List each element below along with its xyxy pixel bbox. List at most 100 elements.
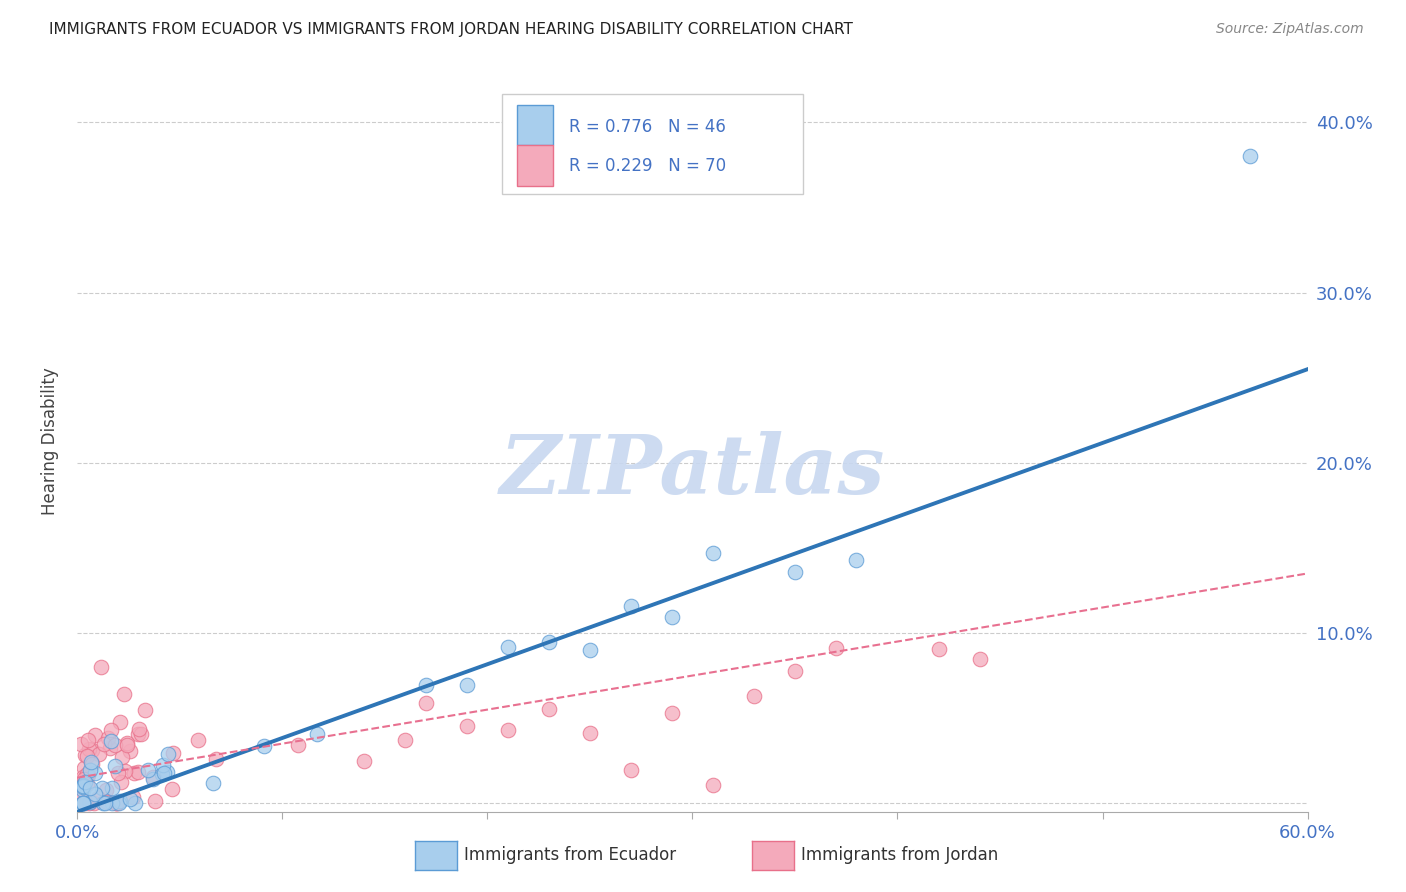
Point: [187, 732, 209, 747]
Point: [152, 758, 174, 772]
Point: [97, 731, 120, 746]
FancyBboxPatch shape: [502, 94, 803, 194]
Point: [96, 795, 118, 809]
Point: [783, 664, 806, 678]
Point: [353, 755, 375, 769]
Point: [156, 764, 179, 779]
Point: [107, 796, 129, 810]
Point: [127, 727, 149, 741]
Point: [131, 727, 153, 741]
Point: [114, 764, 136, 778]
Point: [73, 747, 96, 762]
Text: ZIPatlas: ZIPatlas: [499, 431, 886, 511]
Point: [98, 741, 121, 756]
Point: [80, 755, 103, 769]
Point: [122, 789, 145, 804]
Point: [72, 779, 94, 793]
Point: [72, 783, 94, 797]
Point: [661, 706, 683, 721]
Point: [661, 609, 683, 624]
Point: [201, 776, 224, 790]
Point: [93, 796, 115, 810]
Point: [160, 782, 183, 797]
Point: [107, 766, 129, 780]
Text: R = 0.229   N = 70: R = 0.229 N = 70: [569, 157, 727, 175]
Point: [76, 777, 98, 791]
Point: [84, 787, 107, 801]
Point: [124, 766, 146, 780]
Point: [79, 796, 101, 810]
Text: R = 0.776   N = 46: R = 0.776 N = 46: [569, 118, 727, 136]
Point: [90, 780, 112, 795]
Point: [153, 766, 176, 780]
Point: [124, 796, 146, 810]
Point: [77, 733, 100, 747]
Point: [77, 796, 100, 810]
Point: [72, 796, 94, 810]
Point: [93, 737, 115, 751]
Point: [108, 715, 131, 730]
Point: [80, 757, 103, 772]
Point: [83, 796, 105, 810]
Point: [72, 796, 94, 810]
Point: [105, 796, 128, 810]
Point: [76, 767, 98, 781]
Point: [253, 739, 276, 753]
Point: [537, 701, 560, 715]
Point: [84, 728, 107, 742]
Point: [73, 772, 96, 786]
Point: [70, 737, 93, 751]
Point: [100, 723, 122, 738]
Point: [156, 747, 179, 762]
Text: IMMIGRANTS FROM ECUADOR VS IMMIGRANTS FROM JORDAN HEARING DISABILITY CORRELATION: IMMIGRANTS FROM ECUADOR VS IMMIGRANTS FR…: [49, 22, 853, 37]
Point: [579, 725, 602, 739]
Point: [112, 687, 135, 701]
Point: [79, 742, 101, 756]
Point: [105, 796, 128, 810]
Point: [70, 790, 93, 805]
Point: [456, 678, 478, 692]
Point: [84, 766, 107, 780]
Point: [90, 660, 112, 674]
Bar: [516, 145, 554, 186]
Point: [89, 747, 111, 761]
Point: [120, 792, 142, 806]
Point: [969, 652, 991, 666]
Point: [76, 748, 98, 763]
Point: [142, 770, 165, 784]
Point: [72, 770, 94, 784]
Point: [80, 743, 103, 757]
Text: Source: ZipAtlas.com: Source: ZipAtlas.com: [1216, 22, 1364, 37]
Point: [101, 796, 124, 810]
Point: [87, 791, 110, 805]
Point: [79, 781, 101, 796]
Point: [1239, 149, 1261, 163]
Point: [105, 796, 128, 810]
Point: [702, 778, 724, 792]
Point: [496, 640, 519, 654]
Point: [845, 553, 868, 567]
Point: [100, 734, 122, 748]
Point: [79, 764, 101, 778]
Point: [825, 640, 848, 655]
Text: Immigrants from Ecuador: Immigrants from Ecuador: [464, 847, 676, 864]
Point: [928, 642, 950, 657]
Point: [70, 788, 93, 802]
Point: [72, 780, 94, 794]
Point: [120, 744, 142, 758]
Point: [143, 794, 166, 808]
Point: [75, 775, 97, 789]
Point: [415, 696, 437, 710]
Point: [742, 690, 765, 704]
Point: [73, 761, 96, 775]
Point: [100, 780, 122, 795]
Point: [128, 723, 150, 737]
Point: [77, 768, 100, 782]
Point: [115, 738, 138, 752]
Point: [537, 634, 560, 648]
Point: [456, 719, 478, 733]
Point: [205, 752, 228, 766]
Point: [96, 783, 118, 797]
Point: [394, 732, 416, 747]
Point: [579, 643, 602, 657]
